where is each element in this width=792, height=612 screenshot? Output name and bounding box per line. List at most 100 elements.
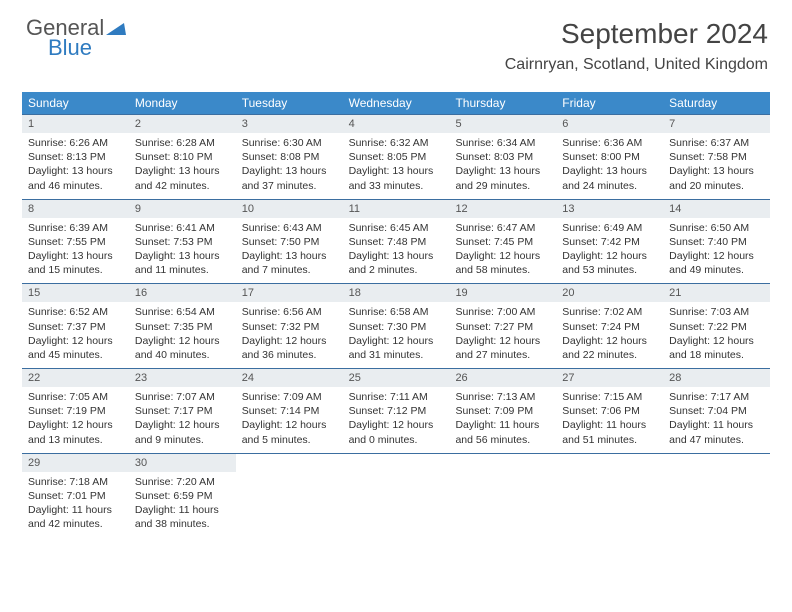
sunset-text: Sunset: 7:55 PM [28, 235, 123, 249]
day-body [663, 460, 770, 522]
week-row: 15Sunrise: 6:52 AMSunset: 7:37 PMDayligh… [22, 283, 770, 368]
day-number: 9 [129, 200, 236, 218]
day-header: Sunday [22, 92, 129, 114]
day-number: 1 [22, 115, 129, 133]
day-body: Sunrise: 6:56 AMSunset: 7:32 PMDaylight:… [236, 302, 343, 368]
day-body: Sunrise: 6:52 AMSunset: 7:37 PMDaylight:… [22, 302, 129, 368]
day-number: 30 [129, 454, 236, 472]
day-cell: 11Sunrise: 6:45 AMSunset: 7:48 PMDayligh… [343, 200, 450, 284]
daylight-text: Daylight: 13 hours and 2 minutes. [349, 249, 444, 277]
page-title: September 2024 [561, 18, 768, 50]
sunset-text: Sunset: 7:04 PM [669, 404, 764, 418]
day-body: Sunrise: 6:39 AMSunset: 7:55 PMDaylight:… [22, 218, 129, 284]
day-body: Sunrise: 6:45 AMSunset: 7:48 PMDaylight:… [343, 218, 450, 284]
sunset-text: Sunset: 7:30 PM [349, 320, 444, 334]
daylight-text: Daylight: 12 hours and 49 minutes. [669, 249, 764, 277]
day-number: 6 [556, 115, 663, 133]
day-body: Sunrise: 6:34 AMSunset: 8:03 PMDaylight:… [449, 133, 556, 199]
sunset-text: Sunset: 8:05 PM [349, 150, 444, 164]
day-header: Tuesday [236, 92, 343, 114]
logo-text-bottom: Blue [26, 38, 126, 58]
daylight-text: Daylight: 13 hours and 7 minutes. [242, 249, 337, 277]
daylight-text: Daylight: 12 hours and 31 minutes. [349, 334, 444, 362]
day-number: 24 [236, 369, 343, 387]
sunrise-text: Sunrise: 7:15 AM [562, 390, 657, 404]
day-body: Sunrise: 7:11 AMSunset: 7:12 PMDaylight:… [343, 387, 450, 453]
sunrise-text: Sunrise: 6:39 AM [28, 221, 123, 235]
day-cell: 29Sunrise: 7:18 AMSunset: 7:01 PMDayligh… [22, 454, 129, 538]
day-body: Sunrise: 6:26 AMSunset: 8:13 PMDaylight:… [22, 133, 129, 199]
sunset-text: Sunset: 8:03 PM [455, 150, 550, 164]
day-number: 21 [663, 284, 770, 302]
daylight-text: Daylight: 12 hours and 5 minutes. [242, 418, 337, 446]
day-cell: 20Sunrise: 7:02 AMSunset: 7:24 PMDayligh… [556, 284, 663, 368]
day-number: 5 [449, 115, 556, 133]
day-body: Sunrise: 6:41 AMSunset: 7:53 PMDaylight:… [129, 218, 236, 284]
sunset-text: Sunset: 7:50 PM [242, 235, 337, 249]
week-row: 1Sunrise: 6:26 AMSunset: 8:13 PMDaylight… [22, 114, 770, 199]
day-cell: 17Sunrise: 6:56 AMSunset: 7:32 PMDayligh… [236, 284, 343, 368]
day-body: Sunrise: 6:58 AMSunset: 7:30 PMDaylight:… [343, 302, 450, 368]
day-number: 27 [556, 369, 663, 387]
sunrise-text: Sunrise: 6:56 AM [242, 305, 337, 319]
day-number: 29 [22, 454, 129, 472]
daylight-text: Daylight: 13 hours and 29 minutes. [455, 164, 550, 192]
daylight-text: Daylight: 13 hours and 15 minutes. [28, 249, 123, 277]
day-cell: 12Sunrise: 6:47 AMSunset: 7:45 PMDayligh… [449, 200, 556, 284]
day-cell: 15Sunrise: 6:52 AMSunset: 7:37 PMDayligh… [22, 284, 129, 368]
day-cell [343, 454, 450, 538]
day-header: Monday [129, 92, 236, 114]
day-number: 4 [343, 115, 450, 133]
day-cell: 21Sunrise: 7:03 AMSunset: 7:22 PMDayligh… [663, 284, 770, 368]
day-body: Sunrise: 6:43 AMSunset: 7:50 PMDaylight:… [236, 218, 343, 284]
day-body: Sunrise: 6:37 AMSunset: 7:58 PMDaylight:… [663, 133, 770, 199]
logo-triangle-icon [106, 18, 126, 38]
sunrise-text: Sunrise: 6:32 AM [349, 136, 444, 150]
day-number: 8 [22, 200, 129, 218]
day-body: Sunrise: 6:32 AMSunset: 8:05 PMDaylight:… [343, 133, 450, 199]
day-number: 3 [236, 115, 343, 133]
sunset-text: Sunset: 8:00 PM [562, 150, 657, 164]
week-row: 29Sunrise: 7:18 AMSunset: 7:01 PMDayligh… [22, 453, 770, 538]
sunrise-text: Sunrise: 7:20 AM [135, 475, 230, 489]
daylight-text: Daylight: 13 hours and 20 minutes. [669, 164, 764, 192]
day-cell: 22Sunrise: 7:05 AMSunset: 7:19 PMDayligh… [22, 369, 129, 453]
day-cell: 8Sunrise: 6:39 AMSunset: 7:55 PMDaylight… [22, 200, 129, 284]
sunset-text: Sunset: 7:14 PM [242, 404, 337, 418]
day-header-row: Sunday Monday Tuesday Wednesday Thursday… [22, 92, 770, 114]
day-body [449, 460, 556, 522]
day-number: 10 [236, 200, 343, 218]
sunrise-text: Sunrise: 7:00 AM [455, 305, 550, 319]
daylight-text: Daylight: 12 hours and 58 minutes. [455, 249, 550, 277]
sunrise-text: Sunrise: 6:26 AM [28, 136, 123, 150]
sunrise-text: Sunrise: 7:17 AM [669, 390, 764, 404]
sunrise-text: Sunrise: 6:36 AM [562, 136, 657, 150]
sunrise-text: Sunrise: 7:05 AM [28, 390, 123, 404]
day-body: Sunrise: 7:07 AMSunset: 7:17 PMDaylight:… [129, 387, 236, 453]
sunrise-text: Sunrise: 7:07 AM [135, 390, 230, 404]
daylight-text: Daylight: 11 hours and 51 minutes. [562, 418, 657, 446]
daylight-text: Daylight: 11 hours and 38 minutes. [135, 503, 230, 531]
daylight-text: Daylight: 11 hours and 56 minutes. [455, 418, 550, 446]
sunset-text: Sunset: 7:40 PM [669, 235, 764, 249]
day-body [556, 460, 663, 522]
daylight-text: Daylight: 13 hours and 46 minutes. [28, 164, 123, 192]
sunrise-text: Sunrise: 6:58 AM [349, 305, 444, 319]
day-number: 22 [22, 369, 129, 387]
sunrise-text: Sunrise: 7:18 AM [28, 475, 123, 489]
day-number: 2 [129, 115, 236, 133]
sunset-text: Sunset: 7:53 PM [135, 235, 230, 249]
sunset-text: Sunset: 8:10 PM [135, 150, 230, 164]
sunset-text: Sunset: 6:59 PM [135, 489, 230, 503]
day-body: Sunrise: 7:17 AMSunset: 7:04 PMDaylight:… [663, 387, 770, 453]
day-cell: 14Sunrise: 6:50 AMSunset: 7:40 PMDayligh… [663, 200, 770, 284]
sunrise-text: Sunrise: 7:11 AM [349, 390, 444, 404]
day-cell: 26Sunrise: 7:13 AMSunset: 7:09 PMDayligh… [449, 369, 556, 453]
sunrise-text: Sunrise: 6:30 AM [242, 136, 337, 150]
day-header: Thursday [449, 92, 556, 114]
day-number: 15 [22, 284, 129, 302]
daylight-text: Daylight: 13 hours and 42 minutes. [135, 164, 230, 192]
sunset-text: Sunset: 7:35 PM [135, 320, 230, 334]
sunrise-text: Sunrise: 7:13 AM [455, 390, 550, 404]
day-body [236, 460, 343, 522]
